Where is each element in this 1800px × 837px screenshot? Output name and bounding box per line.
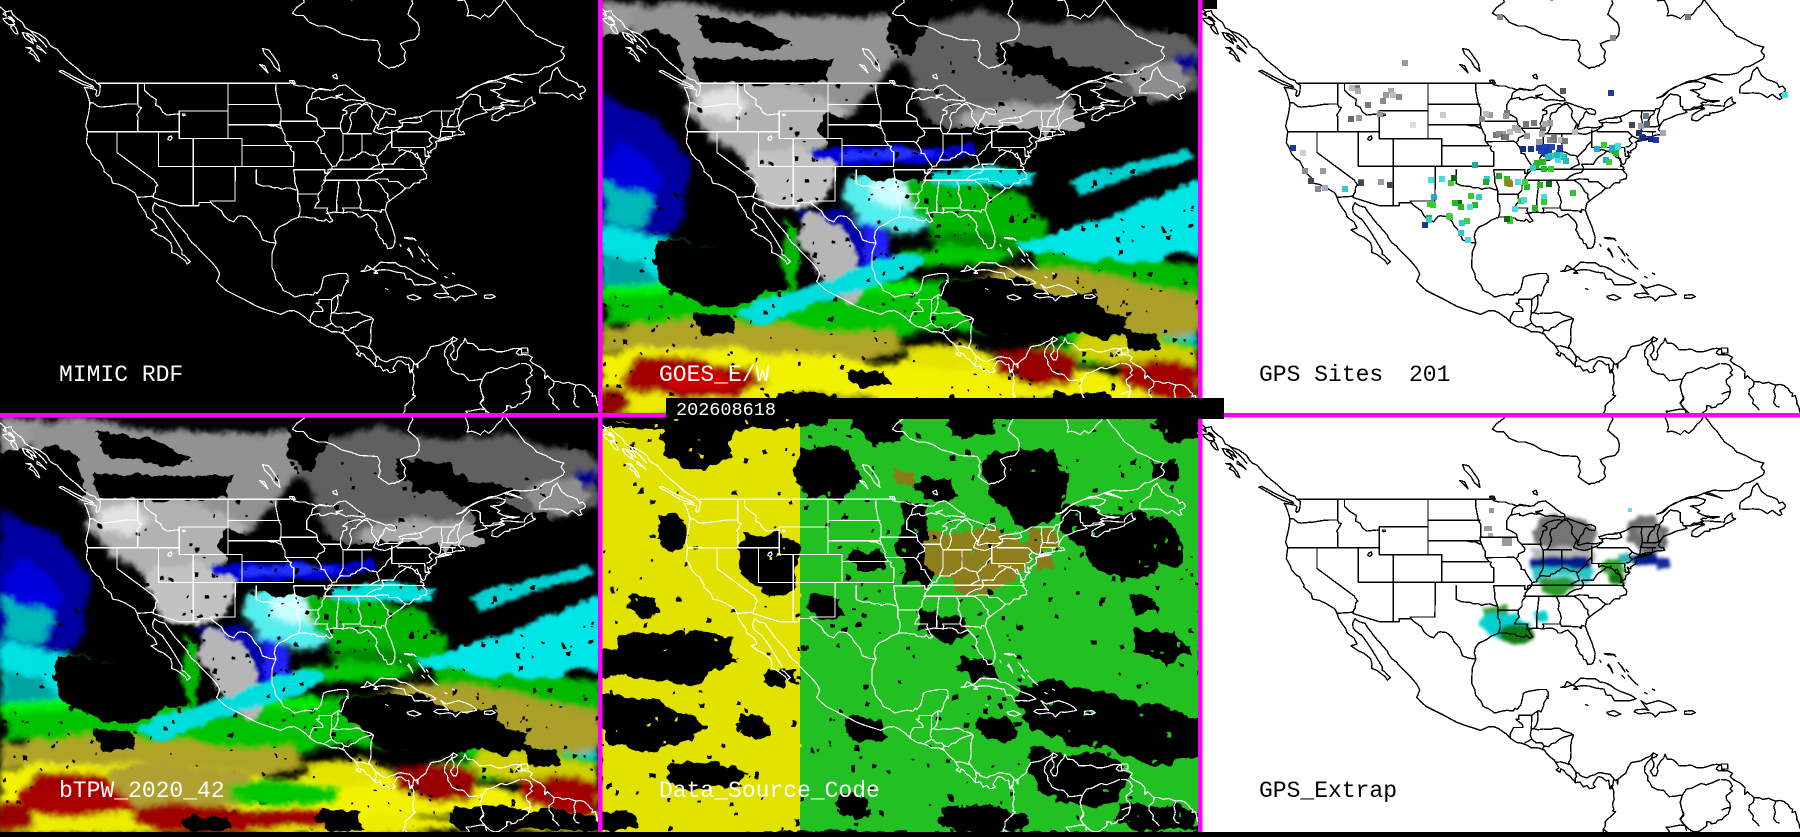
svg-text:202608618: 202608618 (676, 400, 776, 421)
svg-text:GPS_Extrap: GPS_Extrap (1259, 778, 1397, 804)
svg-text:bTPW_2020_42: bTPW_2020_42 (59, 778, 225, 804)
svg-text:Data_Source_Code: Data_Source_Code (659, 778, 880, 804)
svg-text:MIMIC RDF: MIMIC RDF (59, 362, 183, 388)
svg-text:GOES_E/W: GOES_E/W (659, 362, 770, 388)
